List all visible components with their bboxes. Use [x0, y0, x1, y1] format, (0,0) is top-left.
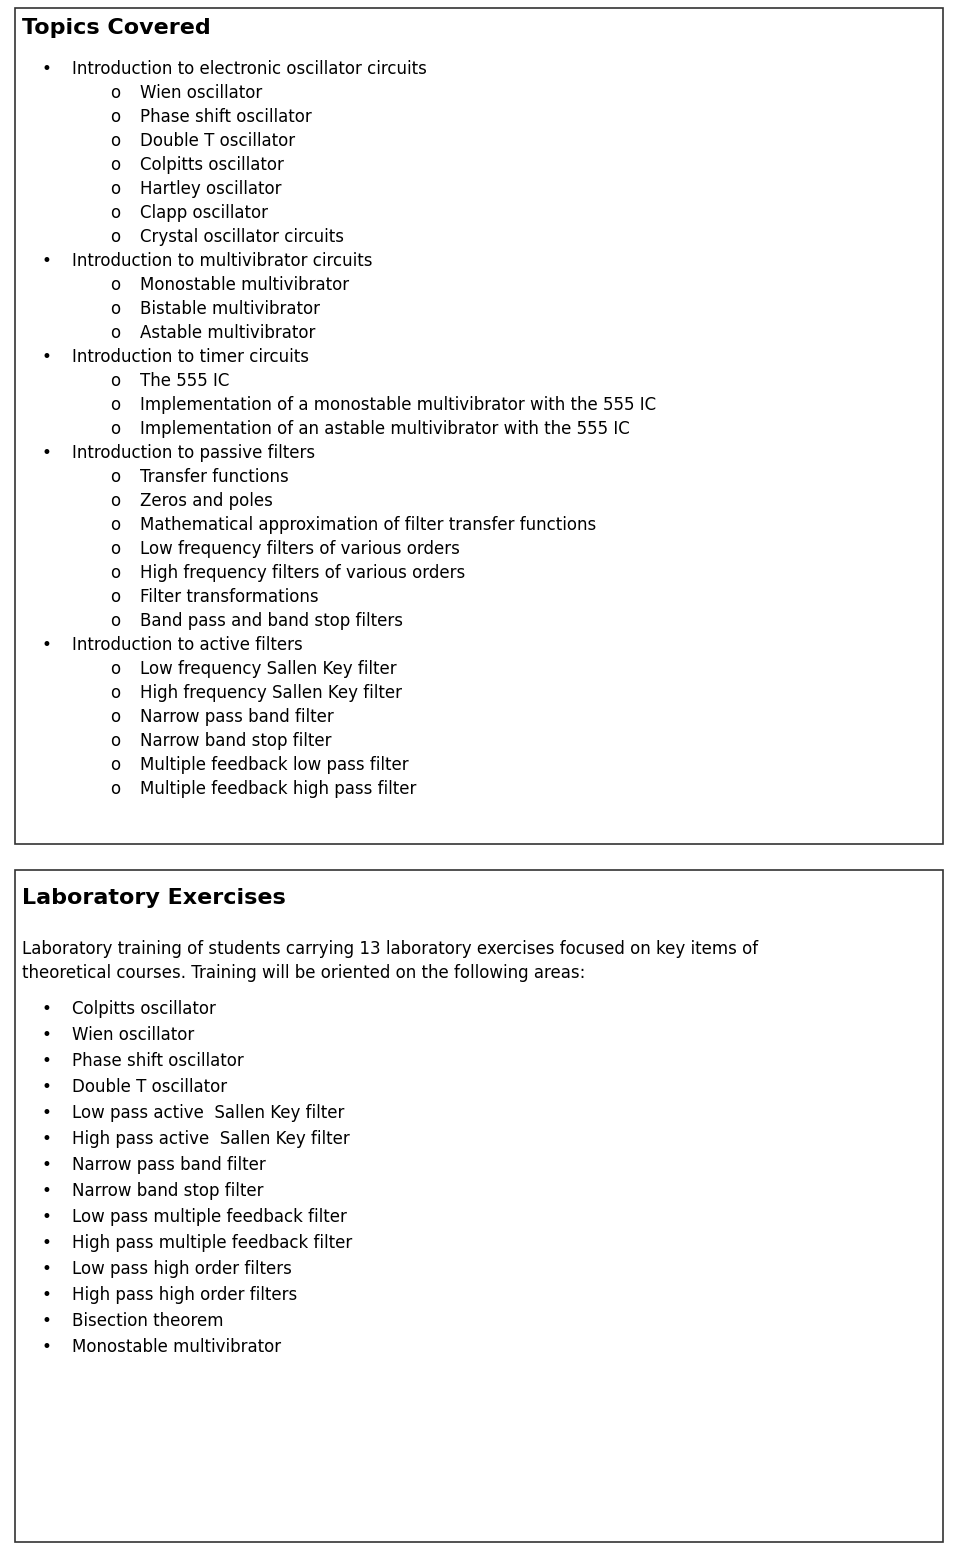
Text: •: • — [42, 1235, 52, 1252]
Text: Introduction to passive filters: Introduction to passive filters — [72, 444, 315, 462]
Text: o: o — [110, 228, 120, 247]
Text: Multiple feedback high pass filter: Multiple feedback high pass filter — [140, 780, 417, 799]
Text: •: • — [42, 636, 52, 655]
Text: Zeros and poles: Zeros and poles — [140, 492, 273, 510]
Text: Transfer functions: Transfer functions — [140, 468, 289, 485]
Text: Filter transformations: Filter transformations — [140, 588, 319, 606]
Text: theoretical courses. Training will be oriented on the following areas:: theoretical courses. Training will be or… — [22, 965, 586, 982]
Text: Introduction to timer circuits: Introduction to timer circuits — [72, 347, 309, 366]
Text: o: o — [110, 684, 120, 703]
Text: Monostable multivibrator: Monostable multivibrator — [72, 1339, 281, 1356]
Text: o: o — [110, 372, 120, 389]
Text: •: • — [42, 1259, 52, 1278]
Text: Band pass and band stop filters: Band pass and band stop filters — [140, 613, 403, 630]
Text: Crystal oscillator circuits: Crystal oscillator circuits — [140, 228, 344, 247]
Text: High frequency Sallen Key filter: High frequency Sallen Key filter — [140, 684, 402, 703]
Text: Monostable multivibrator: Monostable multivibrator — [140, 276, 349, 295]
Text: •: • — [42, 1000, 52, 1017]
Text: o: o — [110, 468, 120, 485]
Text: •: • — [42, 1339, 52, 1356]
Text: •: • — [42, 1155, 52, 1174]
Text: o: o — [110, 420, 120, 437]
Text: Narrow pass band filter: Narrow pass band filter — [140, 707, 334, 726]
Text: Low frequency filters of various orders: Low frequency filters of various orders — [140, 540, 460, 558]
Text: o: o — [110, 516, 120, 534]
Text: •: • — [42, 444, 52, 462]
Text: Implementation of a monostable multivibrator with the 555 IC: Implementation of a monostable multivibr… — [140, 396, 656, 414]
Text: Narrow band stop filter: Narrow band stop filter — [140, 732, 331, 751]
Text: Colpitts oscillator: Colpitts oscillator — [72, 1000, 216, 1017]
Text: •: • — [42, 347, 52, 366]
Text: o: o — [110, 109, 120, 126]
Text: Implementation of an astable multivibrator with the 555 IC: Implementation of an astable multivibrat… — [140, 420, 630, 437]
Text: •: • — [42, 1078, 52, 1097]
Text: o: o — [110, 732, 120, 751]
Text: o: o — [110, 205, 120, 222]
Text: High frequency filters of various orders: High frequency filters of various orders — [140, 565, 466, 582]
Text: o: o — [110, 755, 120, 774]
Text: o: o — [110, 396, 120, 414]
Text: •: • — [42, 1027, 52, 1044]
Text: o: o — [110, 707, 120, 726]
Text: •: • — [42, 251, 52, 270]
Text: o: o — [110, 661, 120, 678]
Text: Wien oscillator: Wien oscillator — [140, 84, 262, 102]
Text: Mathematical approximation of filter transfer functions: Mathematical approximation of filter tra… — [140, 516, 596, 534]
Text: o: o — [110, 299, 120, 318]
Text: Bisection theorem: Bisection theorem — [72, 1312, 224, 1331]
Text: o: o — [110, 588, 120, 606]
Text: •: • — [42, 1052, 52, 1070]
Text: Introduction to multivibrator circuits: Introduction to multivibrator circuits — [72, 251, 372, 270]
Text: Low pass high order filters: Low pass high order filters — [72, 1259, 292, 1278]
Text: •: • — [42, 1312, 52, 1331]
Text: Astable multivibrator: Astable multivibrator — [140, 324, 316, 343]
Text: o: o — [110, 540, 120, 558]
Text: Phase shift oscillator: Phase shift oscillator — [140, 109, 312, 126]
Text: •: • — [42, 1131, 52, 1148]
Text: Clapp oscillator: Clapp oscillator — [140, 205, 268, 222]
Text: Introduction to electronic oscillator circuits: Introduction to electronic oscillator ci… — [72, 60, 427, 78]
Text: High pass multiple feedback filter: High pass multiple feedback filter — [72, 1235, 352, 1252]
Text: o: o — [110, 324, 120, 343]
Text: •: • — [42, 1182, 52, 1200]
Text: Bistable multivibrator: Bistable multivibrator — [140, 299, 320, 318]
Text: High pass active  Sallen Key filter: High pass active Sallen Key filter — [72, 1131, 349, 1148]
Text: Double T oscillator: Double T oscillator — [72, 1078, 228, 1097]
Text: Low frequency Sallen Key filter: Low frequency Sallen Key filter — [140, 661, 396, 678]
Text: Low pass multiple feedback filter: Low pass multiple feedback filter — [72, 1208, 347, 1225]
Text: Narrow pass band filter: Narrow pass band filter — [72, 1155, 266, 1174]
Text: Multiple feedback low pass filter: Multiple feedback low pass filter — [140, 755, 409, 774]
Text: •: • — [42, 60, 52, 78]
Bar — [15, 8, 943, 844]
Text: o: o — [110, 180, 120, 199]
Text: o: o — [110, 276, 120, 295]
Text: o: o — [110, 132, 120, 150]
Text: Wien oscillator: Wien oscillator — [72, 1027, 194, 1044]
Text: o: o — [110, 565, 120, 582]
Text: Narrow band stop filter: Narrow band stop filter — [72, 1182, 263, 1200]
Text: Double T oscillator: Double T oscillator — [140, 132, 295, 150]
Text: Laboratory Exercises: Laboratory Exercises — [22, 889, 286, 907]
Text: Topics Covered: Topics Covered — [22, 19, 211, 39]
Text: Hartley oscillator: Hartley oscillator — [140, 180, 281, 199]
Text: o: o — [110, 84, 120, 102]
Text: o: o — [110, 492, 120, 510]
Text: •: • — [42, 1208, 52, 1225]
Text: o: o — [110, 613, 120, 630]
Text: Laboratory training of students carrying 13 laboratory exercises focused on key : Laboratory training of students carrying… — [22, 940, 758, 959]
Text: Low pass active  Sallen Key filter: Low pass active Sallen Key filter — [72, 1104, 345, 1121]
Text: •: • — [42, 1104, 52, 1121]
Text: High pass high order filters: High pass high order filters — [72, 1286, 298, 1304]
Text: o: o — [110, 157, 120, 174]
Text: The 555 IC: The 555 IC — [140, 372, 229, 389]
Bar — [15, 870, 943, 1542]
Text: o: o — [110, 780, 120, 799]
Text: Colpitts oscillator: Colpitts oscillator — [140, 157, 284, 174]
Text: Introduction to active filters: Introduction to active filters — [72, 636, 302, 655]
Text: •: • — [42, 1286, 52, 1304]
Text: Phase shift oscillator: Phase shift oscillator — [72, 1052, 244, 1070]
